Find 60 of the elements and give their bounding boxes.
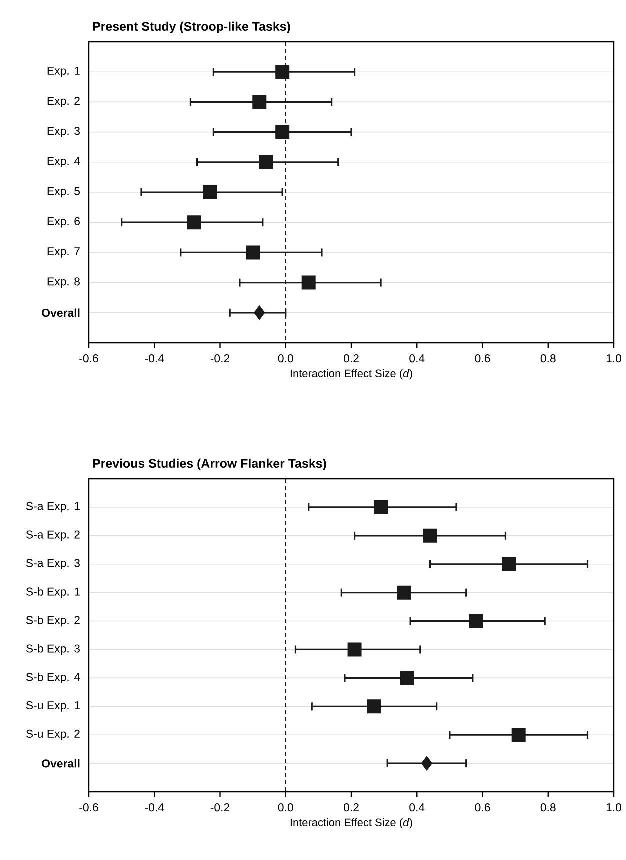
y-tick-label: Exp. 5 [48, 187, 80, 198]
x-tick-label: -0.4 [145, 354, 164, 363]
point [276, 125, 290, 140]
x-tick-label: 1.0 [606, 354, 622, 363]
x-tick-label: -0.2 [210, 354, 230, 363]
x-tick-label: 0.2 [344, 804, 359, 812]
y-tick-label: S-b Exp. 1 [26, 587, 80, 598]
point [348, 642, 362, 657]
chart-title: Present Study (Stroop-like Tasks) [93, 22, 290, 34]
chart-title: Previous Studies (Arrow Flanker Tasks) [93, 458, 326, 470]
x-tick-label: 0.2 [344, 354, 359, 363]
y-tick-label: S-b Exp. 4 [26, 672, 80, 684]
y-tick-label: S-u Exp. 1 [26, 701, 80, 712]
x-axis-title: Interaction Effect Size (d) [290, 818, 412, 829]
x-tick-label: -0.6 [80, 804, 98, 812]
y-tick-label: Exp. 7 [48, 248, 80, 258]
y-tick-label: Exp. 3 [48, 127, 80, 138]
y-tick-label: S-u Exp. 2 [26, 730, 80, 740]
point [302, 276, 316, 290]
y-tick-label: Exp. 2 [48, 97, 80, 108]
x-tick-label: 0.8 [540, 354, 556, 363]
y-tick-label: Exp. 1 [48, 66, 80, 78]
x-tick-label: 0.4 [410, 354, 425, 363]
x-tick-label: 0.0 [278, 804, 294, 812]
point [422, 756, 432, 771]
x-tick-label: -0.4 [145, 804, 164, 812]
point [246, 246, 260, 260]
point [397, 586, 412, 600]
x-tick-label: -0.6 [80, 354, 98, 363]
y-tick-label: S-b Exp. 2 [26, 616, 80, 627]
point [367, 700, 382, 714]
x-tick-label: -0.2 [210, 804, 230, 812]
y-tick-label: Exp. 4 [48, 157, 80, 168]
x-tick-label: 0.0 [278, 354, 294, 363]
y-tick-label: S-b Exp. 3 [26, 644, 80, 656]
x-tick-label: 1.0 [606, 804, 622, 812]
y-tick-label: Exp. 8 [48, 278, 80, 288]
point [469, 614, 484, 628]
x-tick-label: 0.6 [475, 354, 490, 363]
x-tick-label: 0.4 [410, 804, 425, 812]
point [203, 185, 218, 200]
y-tick-label: Exp. 6 [48, 217, 80, 228]
point [252, 95, 267, 110]
y-tick-label: Overall [42, 759, 80, 768]
x-axis-title: Interaction Effect Size (d) [290, 369, 412, 380]
point [187, 216, 202, 230]
point [374, 500, 388, 514]
point [259, 155, 274, 170]
y-tick-label: Overall [42, 308, 80, 318]
point [423, 528, 438, 543]
x-tick-label: 0.6 [475, 804, 490, 812]
x-tick-label: 0.8 [540, 804, 556, 812]
point [400, 671, 414, 686]
point [276, 65, 290, 80]
point [502, 557, 516, 572]
y-tick-label: S-a Exp. 2 [26, 530, 80, 542]
point [254, 306, 266, 320]
y-tick-label: S-a Exp. 1 [26, 502, 80, 513]
point [512, 728, 526, 742]
y-tick-label: S-a Exp. 3 [26, 559, 80, 570]
